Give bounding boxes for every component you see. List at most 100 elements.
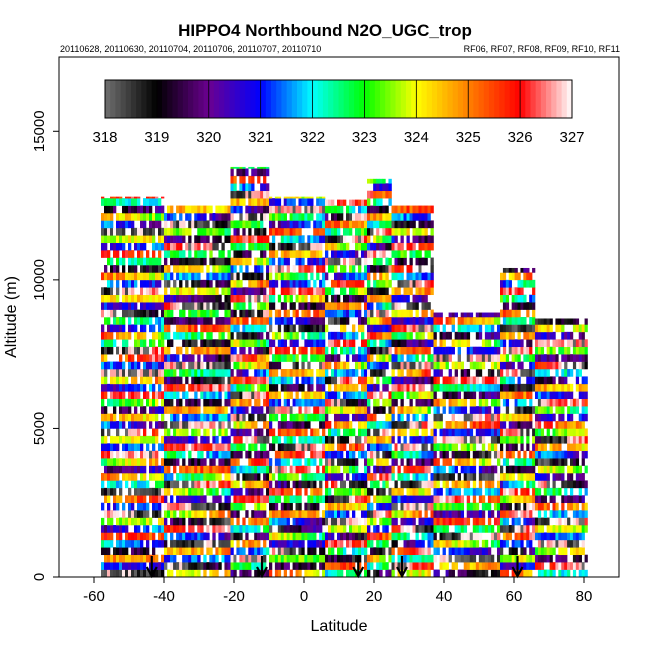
heatmap-cell	[391, 435, 395, 444]
heatmap-cell	[412, 525, 416, 533]
heatmap-cell	[149, 205, 153, 214]
heatmap-cell	[310, 428, 314, 437]
heatmap-cell	[239, 406, 243, 414]
heatmap-cell	[418, 220, 422, 229]
heatmap-cell	[289, 383, 293, 392]
heatmap-cell	[152, 391, 156, 400]
heatmap-cell	[280, 547, 285, 556]
heatmap-cell	[164, 383, 168, 392]
heatmap-cell	[271, 250, 276, 258]
heatmap-cell	[119, 220, 123, 229]
heatmap-cell	[224, 569, 228, 577]
heatmap-cell	[298, 272, 302, 281]
heatmap-cell	[370, 376, 374, 385]
heatmap-cell	[313, 562, 317, 570]
heatmap-cell	[325, 287, 329, 296]
heatmap-cell	[206, 287, 210, 296]
heatmap-cell	[298, 421, 302, 429]
heatmap-cell	[445, 517, 449, 526]
heatmap-cell	[427, 272, 431, 281]
heatmap-cell	[292, 250, 296, 258]
heatmap-cell	[149, 458, 153, 466]
heatmap-cell	[245, 213, 249, 221]
heatmap-cell	[161, 354, 165, 362]
heatmap-cell	[191, 525, 195, 533]
heatmap-cell	[442, 532, 446, 541]
heatmap-cell	[424, 257, 428, 266]
heatmap-cell	[349, 458, 353, 466]
heatmap-cell	[304, 435, 308, 444]
heatmap-cell	[248, 294, 252, 303]
heatmap-cell	[271, 383, 276, 392]
heatmap-cell	[251, 331, 255, 340]
heatmap-cell	[104, 250, 108, 258]
heatmap-cell	[328, 257, 332, 266]
heatmap-cell	[412, 317, 416, 325]
heatmap-cell	[385, 309, 389, 318]
heatmap-cell	[292, 272, 296, 281]
heatmap-cell	[155, 450, 159, 459]
heatmap-cell	[406, 287, 410, 296]
heatmap-cell	[361, 502, 365, 511]
heatmap-cell	[134, 465, 138, 474]
heatmap-cell	[409, 354, 413, 362]
heatmap-cell	[340, 361, 344, 370]
heatmap-cell	[346, 435, 350, 444]
heatmap-cell	[274, 324, 279, 333]
heatmap-cell	[415, 428, 419, 437]
heatmap-cell	[116, 346, 120, 355]
heatmap-cell	[206, 361, 210, 370]
heatmap-cell	[358, 287, 362, 296]
heatmap-cell	[116, 539, 120, 548]
heatmap-cell	[152, 554, 156, 563]
heatmap-cell	[424, 242, 428, 251]
heatmap-cell	[245, 272, 249, 281]
heatmap-cell	[376, 450, 380, 459]
heatmap-cell	[346, 487, 350, 496]
heatmap-cell	[403, 435, 407, 444]
heatmap-cell	[337, 517, 341, 526]
heatmap-cell	[319, 242, 323, 251]
heatmap-cell	[283, 525, 287, 533]
heatmap-cell	[391, 562, 395, 570]
heatmap-cell	[442, 554, 446, 563]
heatmap-cell	[298, 196, 302, 199]
heatmap-cell	[149, 383, 153, 392]
heatmap-cell	[179, 220, 183, 229]
heatmap-cell	[337, 487, 341, 496]
heatmap-cell	[277, 406, 282, 414]
heatmap-cell	[355, 413, 359, 422]
heatmap-cell	[289, 473, 293, 481]
heatmap-cell	[197, 517, 201, 526]
heatmap-cell	[143, 265, 147, 273]
heatmap-cell	[334, 220, 338, 229]
heatmap-cell	[107, 480, 111, 489]
heatmap-cell	[433, 532, 437, 541]
heatmap-cell	[325, 443, 329, 452]
heatmap-cell	[391, 227, 395, 236]
heatmap-cell	[391, 287, 395, 296]
heatmap-cell	[358, 376, 362, 385]
heatmap-cell	[301, 510, 305, 518]
heatmap-cell	[200, 294, 204, 303]
heatmap-cell	[487, 547, 492, 556]
heatmap-cell	[424, 406, 428, 414]
heatmap-cell	[101, 361, 105, 370]
heatmap-cell	[224, 205, 228, 214]
heatmap-cell	[298, 569, 302, 577]
heatmap-cell	[197, 421, 201, 429]
heatmap-cell	[301, 391, 305, 400]
heatmap-cell	[206, 539, 210, 548]
heatmap-cell	[161, 562, 165, 570]
heatmap-cell	[209, 383, 213, 392]
heatmap-cell	[319, 324, 323, 333]
heatmap-cell	[155, 391, 159, 400]
heatmap-cell	[140, 287, 144, 296]
heatmap-cell	[116, 242, 120, 251]
heatmap-cell	[212, 287, 216, 296]
heatmap-cell	[316, 227, 320, 236]
heatmap-cell	[325, 391, 329, 400]
heatmap-cell	[301, 198, 305, 206]
heatmap-cell	[173, 443, 177, 452]
heatmap-cell	[143, 473, 147, 481]
